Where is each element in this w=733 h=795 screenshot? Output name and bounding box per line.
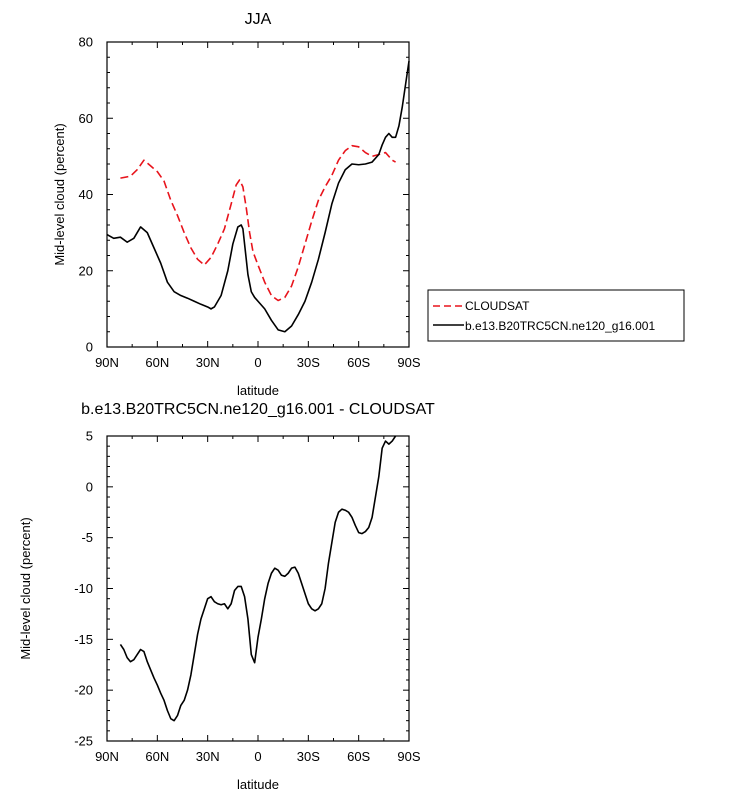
bottom-x-tick-label: 60N — [145, 749, 169, 764]
bottom-chart-title: b.e13.B20TRC5CN.ne120_g16.001 - CLOUDSAT — [81, 401, 435, 418]
bottom-y-tick-label: -15 — [74, 632, 93, 647]
bottom-x-tick-label: 30N — [196, 749, 220, 764]
bottom-y-tick-label: -5 — [81, 530, 93, 545]
top-x-tick-label: 90S — [397, 355, 420, 370]
top-y-tick-label: 60 — [79, 111, 93, 126]
top-plot-area: 90N 60N 30N 0 30S 60S 90S 0 20 40 60 80 — [79, 35, 421, 371]
top-y-axis-label: Mid-level cloud (percent) — [52, 123, 67, 265]
bottom-y-tick-label: -20 — [74, 683, 93, 698]
top-series-line-1 — [106, 60, 410, 333]
bottom-y-axis-label: Mid-level cloud (percent) — [18, 517, 33, 659]
bottom-x-tick-label: 30S — [297, 749, 320, 764]
top-series-line-0 — [120, 144, 396, 302]
top-y-tick-label: 40 — [79, 187, 93, 202]
bottom-x-tick-label: 60S — [347, 749, 370, 764]
bottom-x-axis-label: latitude — [237, 777, 279, 792]
legend-frame — [427, 289, 685, 342]
top-y-tick-label: 20 — [79, 263, 93, 278]
top-panel: JJA 90N 60N 30N 0 30S 60S 90S 0 20 40 60 80 latitud… — [52, 11, 685, 398]
top-x-tick-label: 90N — [95, 355, 119, 370]
bottom-plot-area: 90N 60N 30N 0 30S 60S 90S -25 -20 -15 -10 -5 0 5 — [74, 429, 421, 765]
bottom-series-line-0 — [119, 435, 397, 722]
top-y-tick-label: 80 — [79, 35, 93, 50]
top-plot-frame — [106, 41, 410, 348]
legend-label-cloudsat: CLOUDSAT — [465, 299, 530, 313]
bottom-plot-frame — [106, 435, 410, 742]
top-x-axis-label: latitude — [237, 383, 279, 398]
top-x-tick-label: 60N — [145, 355, 169, 370]
top-x-tick-label: 30S — [297, 355, 320, 370]
top-x-tick-label: 0 — [254, 355, 261, 370]
bottom-x-tick-label: 90N — [95, 749, 119, 764]
bottom-x-tick-label: 90S — [397, 749, 420, 764]
top-x-tick-label: 30N — [196, 355, 220, 370]
top-chart-title: JJA — [245, 11, 272, 28]
bottom-y-tick-label: -10 — [74, 581, 93, 596]
bottom-y-tick-label: 0 — [86, 479, 93, 494]
top-x-tick-label: 60S — [347, 355, 370, 370]
top-y-tick-label: 0 — [86, 340, 93, 355]
bottom-panel: b.e13.B20TRC5CN.ne120_g16.001 - CLOUDSAT… — [18, 401, 435, 792]
bottom-y-tick-label: -25 — [74, 734, 93, 749]
bottom-x-tick-label: 0 — [254, 749, 261, 764]
bottom-y-tick-label: 5 — [86, 429, 93, 444]
legend: CLOUDSAT b.e13.B20TRC5CN.ne120_g16.001 — [427, 289, 685, 342]
legend-label-model: b.e13.B20TRC5CN.ne120_g16.001 — [465, 319, 655, 333]
